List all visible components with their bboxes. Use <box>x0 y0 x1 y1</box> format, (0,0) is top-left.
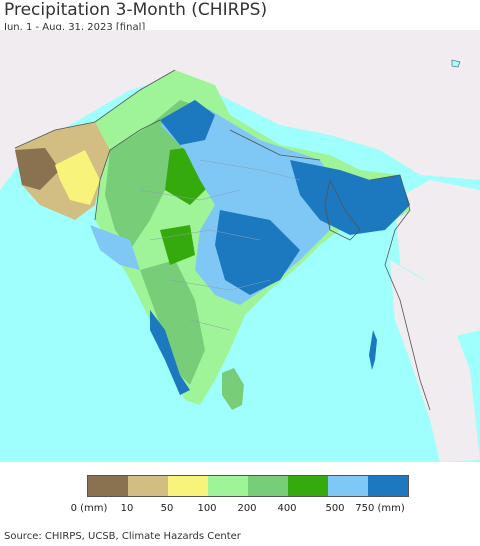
region-darkblue-westcoast <box>150 310 190 395</box>
legend-label-6: 500 <box>325 503 345 514</box>
map-title: Precipitation 3-Month (CHIRPS) <box>4 0 268 20</box>
legend-label-5: 400 <box>277 503 297 514</box>
andaman-islands <box>369 330 377 370</box>
outside-land-east <box>390 260 480 462</box>
legend-swatch-2 <box>168 476 208 496</box>
border-nepal <box>229 129 321 161</box>
sri-lanka <box>222 368 244 410</box>
legend-label-2: 50 <box>160 503 174 514</box>
island-northeast <box>451 59 461 68</box>
legend-label-3: 100 <box>197 503 217 514</box>
region-darkblue-north <box>160 100 215 145</box>
legend-swatch-0 <box>88 476 128 496</box>
legend-swatch-3 <box>208 476 248 496</box>
region-darkblue-central <box>215 210 300 295</box>
legend-labels: 0 (mm) 10 50 100 200 400 500 750 (mm) <box>0 503 480 517</box>
legend-label-4: 200 <box>237 503 257 514</box>
legend-swatch-4 <box>248 476 288 496</box>
region-green-south <box>140 260 205 385</box>
outside-land-top <box>120 30 480 180</box>
region-lightblue-west <box>90 225 140 270</box>
map-subtitle: Jun. 1 - Aug. 31, 2023 [final] <box>4 22 146 33</box>
region-darkblue-northeast <box>290 160 410 235</box>
border-bangladesh <box>324 178 361 241</box>
border-myanmar <box>369 174 431 411</box>
legend-label-0: 0 (mm) <box>70 503 108 514</box>
legend-label-1: 10 <box>120 503 134 514</box>
region-yellow <box>55 150 100 205</box>
source-footer: Source: CHIRPS, UCSB, Climate Hazards Ce… <box>4 531 241 542</box>
legend-swatch-7 <box>368 476 408 496</box>
precipitation-map <box>0 30 480 462</box>
state-boundaries <box>139 159 301 331</box>
legend-bar <box>87 475 409 497</box>
border-pakistan <box>14 69 176 221</box>
legend-swatch-5 <box>288 476 328 496</box>
region-very-dry <box>15 148 60 190</box>
region-darkgreen-2 <box>160 225 195 265</box>
legend-swatch-6 <box>328 476 368 496</box>
legend-label-7: 750 (mm) <box>355 503 405 514</box>
legend-swatch-1 <box>128 476 168 496</box>
